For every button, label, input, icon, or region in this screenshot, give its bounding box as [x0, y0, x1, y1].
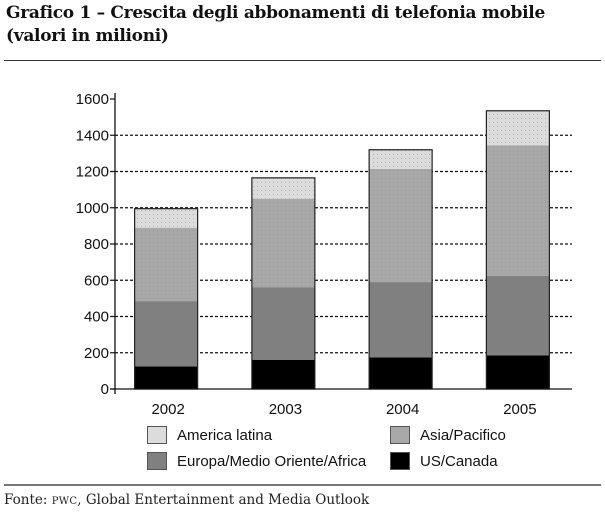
bar-2004-us-canada	[369, 357, 433, 389]
legend-item-america-latina: America latina	[147, 426, 272, 444]
legend-label: US/Canada	[420, 452, 498, 470]
bar-2003-us-canada	[251, 360, 315, 389]
x-tick-label-2002: 2002	[151, 401, 184, 418]
y-tick-label-1200: 1200	[76, 164, 109, 181]
chart-title: Grafico 1 – Crescita degli abbonamenti d…	[6, 2, 545, 48]
legend-item-us-canada: US/Canada	[390, 452, 498, 470]
bar-2004-europa-medio-oriente-africa	[369, 282, 433, 358]
legend-swatch	[390, 426, 410, 444]
bar-2003-america-latina	[251, 177, 315, 199]
x-tick-label-2003: 2003	[269, 401, 302, 418]
legend-swatch	[390, 452, 410, 470]
y-tick-label-1600: 1600	[76, 91, 109, 108]
source-note: Fonte: PWC, Global Entertainment and Med…	[4, 492, 369, 508]
source-rest: , Global Entertainment and Media Outlook	[77, 492, 370, 508]
bottom-divider	[4, 484, 601, 486]
bar-2004-asia-pacifico	[369, 168, 433, 283]
bar-2002-us-canada	[134, 366, 198, 389]
top-divider	[4, 60, 601, 61]
bar-2004-america-latina	[369, 149, 433, 169]
legend-label: America latina	[177, 426, 273, 444]
x-tick-label-2004: 2004	[386, 401, 419, 418]
source-org: PWC	[51, 496, 78, 507]
y-tick-label-0: 0	[101, 381, 109, 398]
bar-2002-asia-pacifico	[134, 227, 198, 302]
bar-2003-europa-medio-oriente-africa	[251, 287, 315, 360]
legend-item-asia-pacifico: Asia/Pacifico	[390, 426, 506, 444]
bar-2003-asia-pacifico	[251, 198, 315, 288]
bar-2005-us-canada	[486, 355, 550, 389]
y-tick-label-400: 400	[84, 309, 109, 326]
source-prefix: Fonte:	[4, 492, 52, 508]
x-tick-label-2005: 2005	[503, 401, 536, 418]
stacked-bar-chart: 2002 2003 2004 2005 0 200 400 600 800 1000 1200 140…	[76, 91, 572, 418]
legend-item-europa-medio-oriente-africa: Europa/Medio Oriente/Africa	[147, 452, 366, 470]
y-tick-label-800: 800	[84, 236, 109, 253]
bar-2005-america-latina	[486, 110, 550, 146]
y-tick-label-1400: 1400	[76, 127, 109, 144]
bar-2005-europa-medio-oriente-africa	[486, 275, 550, 356]
legend-label: Europa/Medio Oriente/Africa	[177, 452, 367, 470]
chart-title-line2: (valori in milioni)	[6, 26, 169, 46]
bar-2002-america-latina	[134, 208, 198, 228]
legend-swatch	[147, 426, 167, 444]
y-tick-label-1000: 1000	[76, 200, 109, 217]
bar-2002-europa-medio-oriente-africa	[134, 301, 198, 367]
bar-2005-asia-pacifico	[486, 145, 550, 276]
y-tick-label-600: 600	[84, 272, 109, 289]
y-tick-label-200: 200	[84, 345, 109, 362]
legend-swatch	[147, 452, 167, 470]
chart-title-line1: Grafico 1 – Crescita degli abbonamenti d…	[6, 3, 545, 23]
legend-label: Asia/Pacifico	[420, 426, 506, 444]
